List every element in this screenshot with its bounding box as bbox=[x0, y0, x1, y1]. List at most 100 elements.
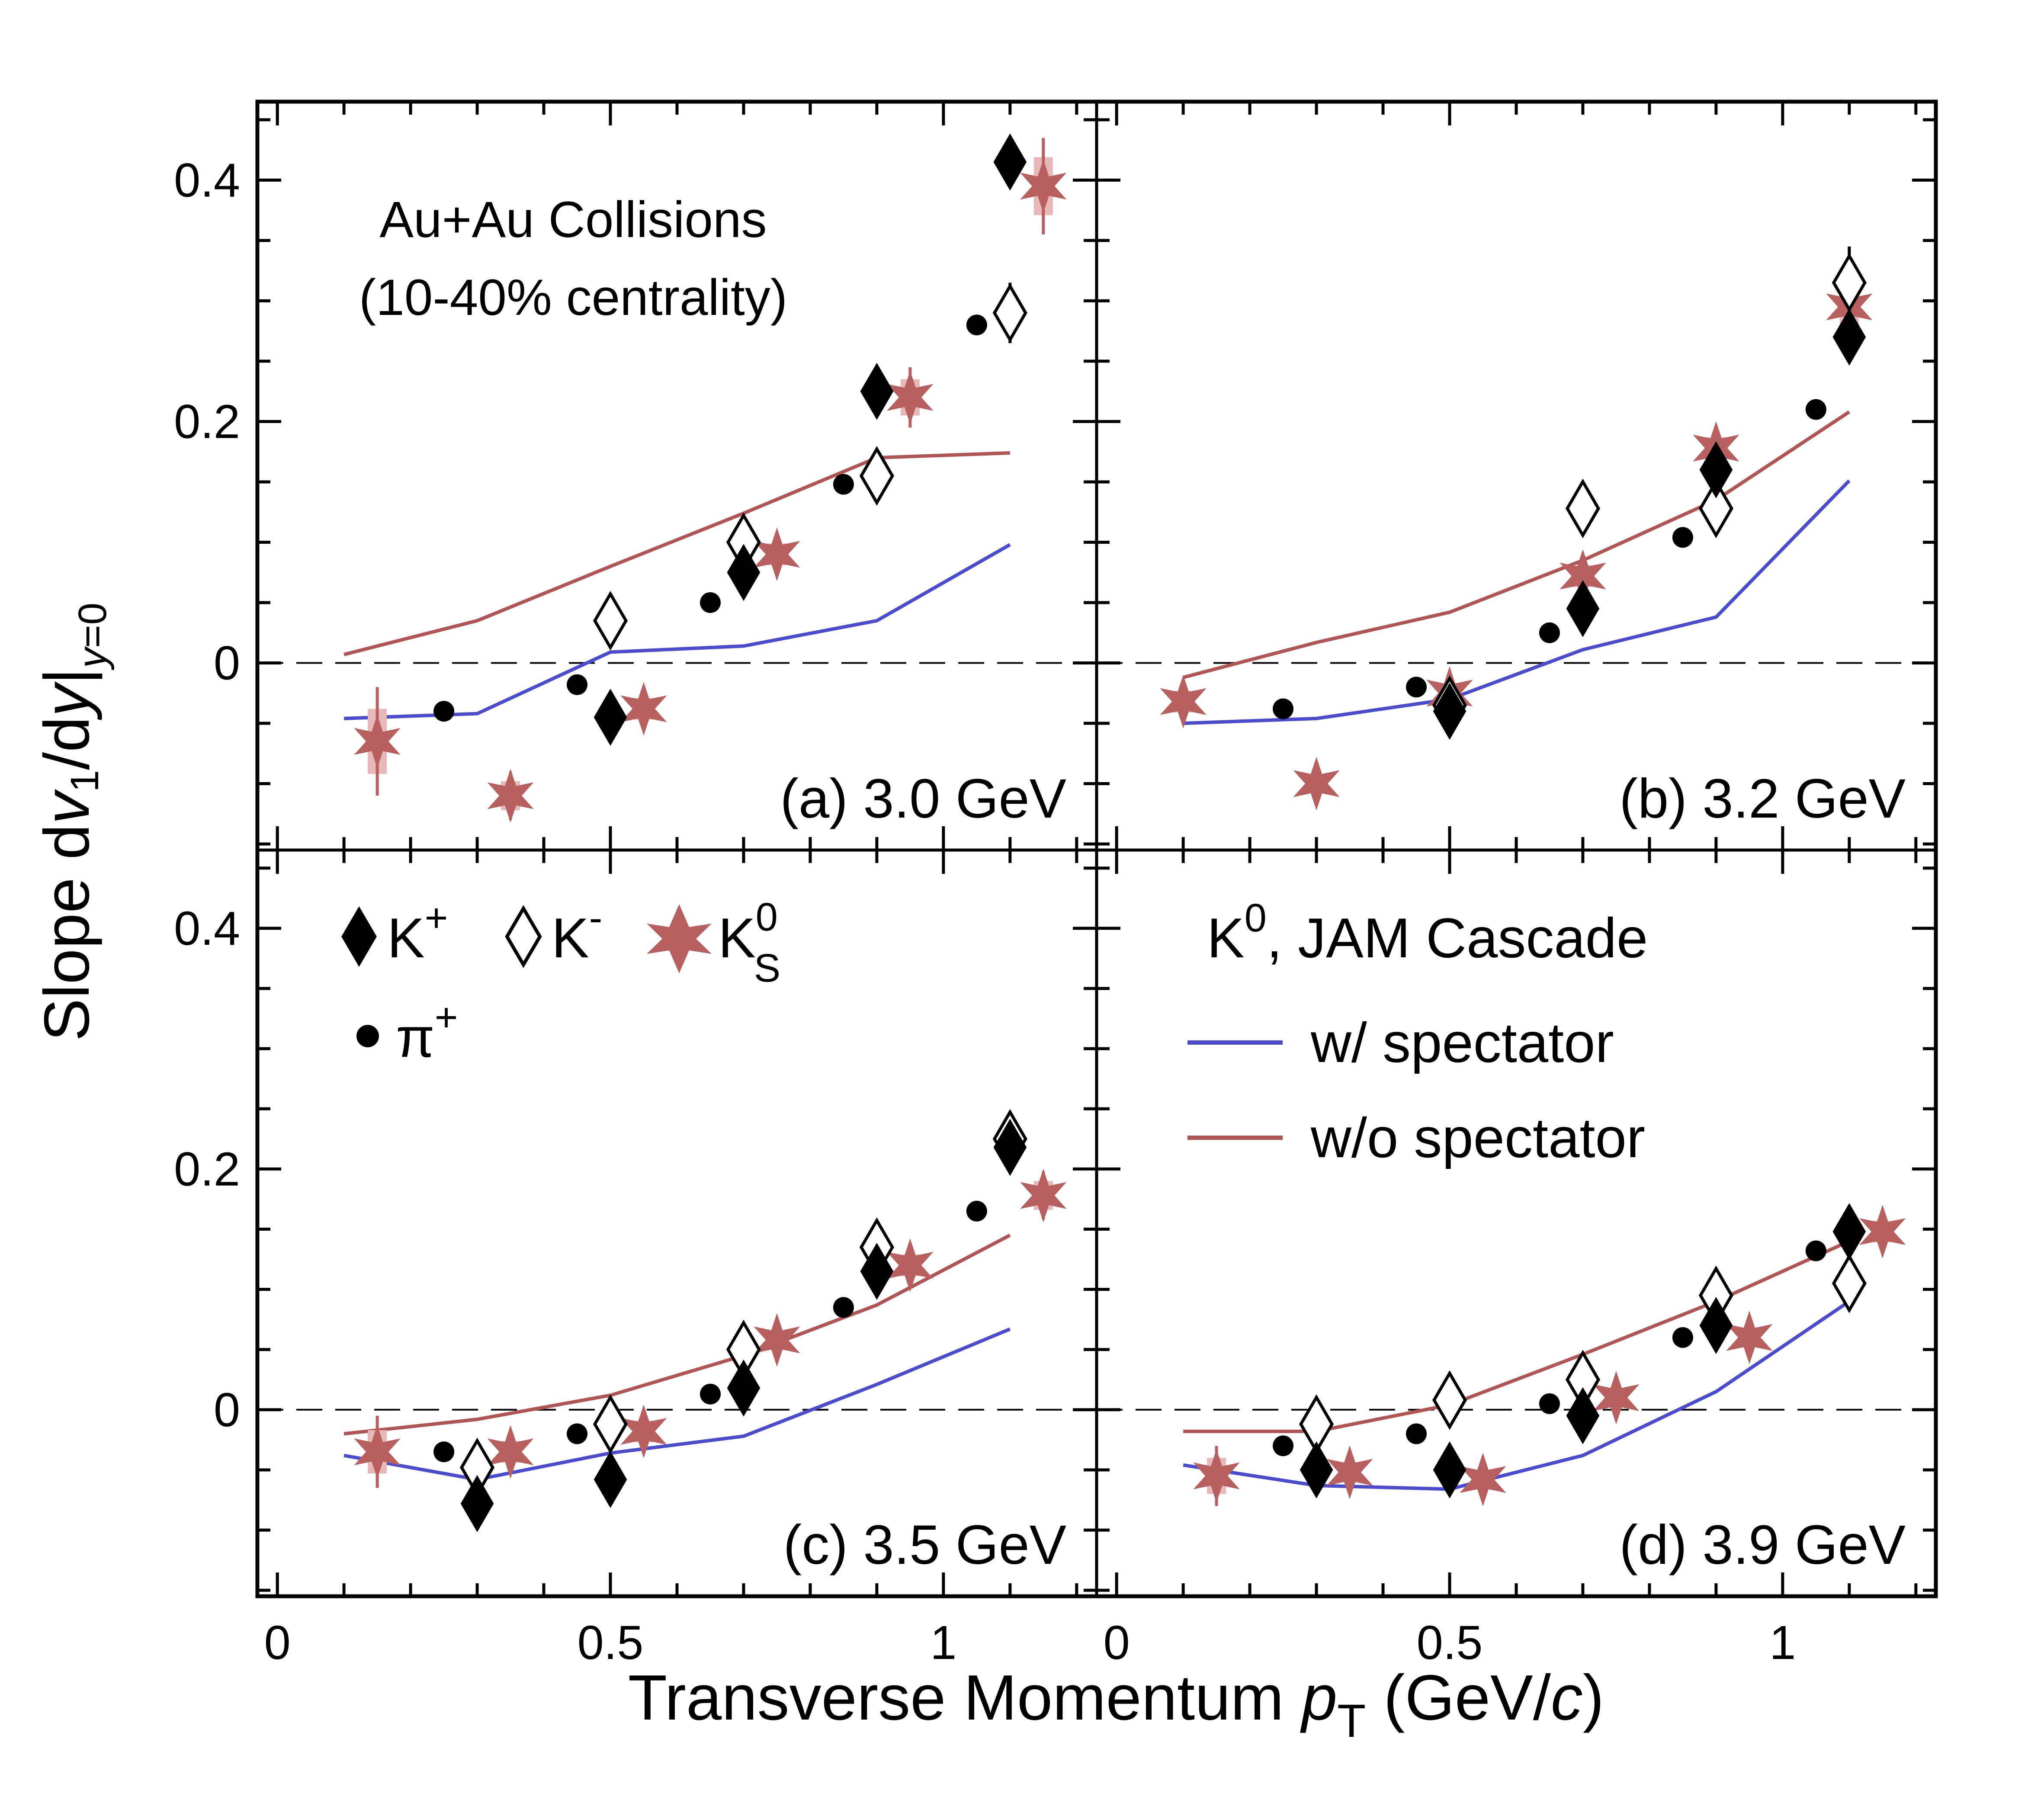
plot-layer: 0 0.2 0.4 (a) 3.0 GeV (b) 3.2 GeV 0 0.5 1 0 0.2 0.… bbox=[174, 99, 1938, 1669]
y-tick-label: 0.4 bbox=[174, 154, 240, 207]
kplus-point bbox=[1832, 1203, 1866, 1260]
without-spectator-curve bbox=[343, 451, 1010, 656]
y-tick-label: 0.4 bbox=[174, 902, 240, 955]
panel-label: (d) 3.9 GeV bbox=[1619, 1514, 1906, 1576]
panel-4: 0 0.5 1 (d) 3.9 GeV bbox=[1097, 850, 1936, 1669]
kplus-point bbox=[1699, 1297, 1733, 1354]
k0s-point bbox=[620, 682, 667, 736]
without-spectator-curve bbox=[1183, 1239, 1850, 1433]
kplus-point bbox=[860, 363, 894, 420]
annotation-line-2: (10-40% centrality) bbox=[359, 269, 787, 326]
kplus-point bbox=[993, 133, 1027, 191]
y-tick-label: 0 bbox=[214, 637, 240, 690]
x-tick-label: 0 bbox=[264, 1616, 291, 1669]
panel-label: (b) 3.2 GeV bbox=[1619, 768, 1906, 830]
without-spectator-curve bbox=[343, 1233, 1011, 1436]
model-legend: K0, JAM Cascade w/ spectator w/o spectat… bbox=[1187, 896, 1648, 1169]
piplus-point bbox=[833, 474, 854, 495]
kplus-point bbox=[1566, 1387, 1600, 1444]
x-tick-label: 1 bbox=[1769, 1616, 1796, 1669]
k0s-point bbox=[754, 1313, 800, 1367]
x-tick-label: 0.5 bbox=[1417, 1616, 1483, 1669]
piplus-point bbox=[1539, 1393, 1560, 1414]
kminus-point bbox=[1565, 478, 1601, 539]
x-axis-title: Transverse Momentum pT (GeV/c) bbox=[628, 1662, 1604, 1747]
piplus-point bbox=[1672, 1327, 1693, 1348]
legend-kplus-label: K+ bbox=[387, 896, 448, 969]
with-spectator-curve bbox=[343, 1327, 1011, 1482]
k0s-point bbox=[1859, 1205, 1906, 1258]
panel-3: 0 0.5 1 0 0.2 0.4 (c) 3.5 GeV bbox=[174, 850, 1097, 1669]
x-tick-label: 1 bbox=[930, 1616, 956, 1669]
piplus-point bbox=[1539, 622, 1560, 643]
x-tick-label: 0.5 bbox=[578, 1616, 644, 1669]
legend-without-spectator-label: w/o spectator bbox=[1310, 1106, 1645, 1169]
legend-model-title: K0, JAM Cascade bbox=[1207, 896, 1648, 969]
k0s-point bbox=[487, 1425, 534, 1479]
k0s-point bbox=[1020, 1168, 1067, 1223]
k0s-point bbox=[1020, 159, 1067, 213]
piplus-point bbox=[1406, 677, 1427, 698]
kplus-point bbox=[594, 689, 627, 746]
annotation-line-1: Au+Au Collisions bbox=[379, 191, 767, 248]
panel-label: (c) 3.5 GeV bbox=[783, 1514, 1066, 1576]
piplus-point bbox=[433, 701, 455, 722]
piplus-point bbox=[567, 1423, 588, 1444]
piplus-point bbox=[1672, 527, 1693, 548]
legend-kminus-marker bbox=[505, 905, 542, 968]
piplus-point bbox=[1805, 1240, 1826, 1261]
legend-with-spectator-label: w/ spectator bbox=[1310, 1011, 1614, 1074]
kplus-point bbox=[1699, 441, 1733, 499]
kminus-point bbox=[859, 446, 894, 506]
panel-label: (a) 3.0 GeV bbox=[780, 768, 1066, 830]
k0s-point bbox=[1593, 1370, 1640, 1425]
legend-k0s-marker bbox=[647, 904, 712, 973]
y-tick-label: 0.2 bbox=[174, 1142, 240, 1196]
k0s-point bbox=[354, 714, 401, 768]
piplus-point bbox=[567, 674, 588, 695]
legend-kminus-label: K- bbox=[552, 896, 602, 969]
kplus-point bbox=[1433, 1441, 1466, 1499]
kminus-point bbox=[1832, 1253, 1867, 1313]
kplus-point bbox=[460, 1475, 494, 1532]
kminus-point bbox=[593, 1394, 628, 1454]
panel-1: 0 0.2 0.4 (a) 3.0 GeV bbox=[174, 102, 1097, 850]
k0s-point bbox=[887, 1238, 934, 1292]
kplus-point bbox=[727, 1359, 760, 1417]
y-axis-title: Slope dv1/dy|y=0 bbox=[31, 603, 115, 1041]
piplus-point bbox=[1273, 1435, 1294, 1457]
piplus-point bbox=[1273, 698, 1294, 719]
legend-k0s-label: K0 S bbox=[718, 895, 780, 990]
kplus-point bbox=[594, 1451, 627, 1508]
kplus-point bbox=[1300, 1441, 1333, 1499]
without-spectator-curve bbox=[1183, 410, 1851, 679]
k0s-point bbox=[1326, 1445, 1373, 1499]
panel-2: (b) 3.2 GeV bbox=[1097, 102, 1936, 850]
with-spectator-curve bbox=[344, 543, 1011, 720]
kplus-point bbox=[1832, 308, 1866, 366]
k0s-point bbox=[754, 527, 800, 581]
kplus-point bbox=[860, 1242, 894, 1300]
piplus-point bbox=[966, 314, 987, 336]
y-tick-label: 0.2 bbox=[174, 395, 240, 448]
piplus-point bbox=[700, 592, 721, 613]
k0s-point bbox=[487, 769, 534, 823]
kminus-point bbox=[1698, 478, 1733, 539]
legend-piplus-label: π+ bbox=[396, 995, 458, 1069]
y-tick-label: 0 bbox=[214, 1383, 240, 1437]
k0s-point bbox=[1726, 1310, 1773, 1364]
kminus-point bbox=[1432, 1370, 1467, 1430]
piplus-point bbox=[833, 1297, 854, 1318]
legend-kplus-marker bbox=[341, 906, 377, 967]
x-tick-label: 0 bbox=[1104, 1616, 1130, 1669]
piplus-point bbox=[966, 1200, 987, 1222]
k0s-point bbox=[887, 370, 934, 424]
k0s-point bbox=[1160, 674, 1207, 728]
k0s-point bbox=[1293, 757, 1340, 811]
k0s-point bbox=[1193, 1449, 1240, 1503]
piplus-point bbox=[1805, 399, 1826, 420]
piplus-point bbox=[700, 1383, 721, 1405]
piplus-point bbox=[1406, 1423, 1427, 1444]
